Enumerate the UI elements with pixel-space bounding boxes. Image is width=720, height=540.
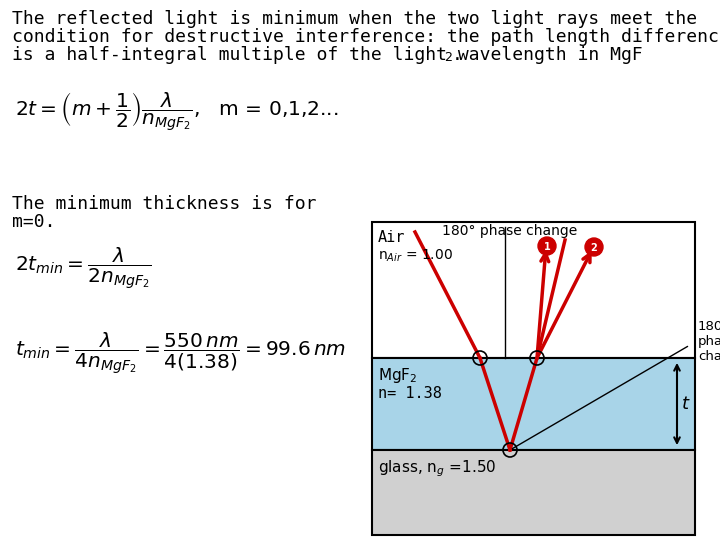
Bar [372, 222, 695, 358]
Text: n$_{Air}$ = 1.00: n$_{Air}$ = 1.00 [378, 248, 453, 265]
Text: The reflected light is minimum when the two light rays meet the: The reflected light is minimum when the … [12, 10, 697, 28]
Text: 180° phase change: 180° phase change [442, 224, 577, 238]
Circle shape [538, 237, 556, 255]
Text: $_2$: $_2$ [444, 46, 453, 64]
Bar [372, 450, 695, 535]
Text: 1: 1 [544, 242, 550, 252]
Text: MgF$_2$: MgF$_2$ [378, 366, 418, 385]
Text: m=0.: m=0. [12, 213, 55, 231]
Text: .: . [452, 46, 463, 64]
Bar [372, 358, 695, 450]
Circle shape [585, 238, 603, 256]
Text: The minimum thickness is for: The minimum thickness is for [12, 195, 317, 213]
Text: 2: 2 [590, 243, 598, 253]
Text: $t_{min} = \dfrac{\lambda}{4n_{MgF_2}} = \dfrac{550\,nm}{4(1.38)} = 99.6\,nm$: $t_{min} = \dfrac{\lambda}{4n_{MgF_2}} =… [15, 330, 346, 376]
Text: t: t [682, 395, 689, 413]
Text: 180°
phase
change: 180° phase change [698, 320, 720, 363]
Text: $2t_{min} = \dfrac{\lambda}{2n_{MgF_2}}$: $2t_{min} = \dfrac{\lambda}{2n_{MgF_2}}$ [15, 245, 151, 291]
Text: is a half-integral multiple of the light wavelength in MgF: is a half-integral multiple of the light… [12, 46, 643, 64]
Text: n= 1.38: n= 1.38 [378, 386, 442, 401]
Text: $2t = \left(m+\dfrac{1}{2}\right)\dfrac{\lambda}{n_{MgF_2}}$,   m = 0,1,2...: $2t = \left(m+\dfrac{1}{2}\right)\dfrac{… [15, 90, 338, 133]
Text: glass, n$_g$ =1.50: glass, n$_g$ =1.50 [378, 458, 496, 478]
Text: condition for destructive interference: the path length difference: condition for destructive interference: … [12, 28, 720, 46]
Text: Air: Air [378, 230, 405, 245]
